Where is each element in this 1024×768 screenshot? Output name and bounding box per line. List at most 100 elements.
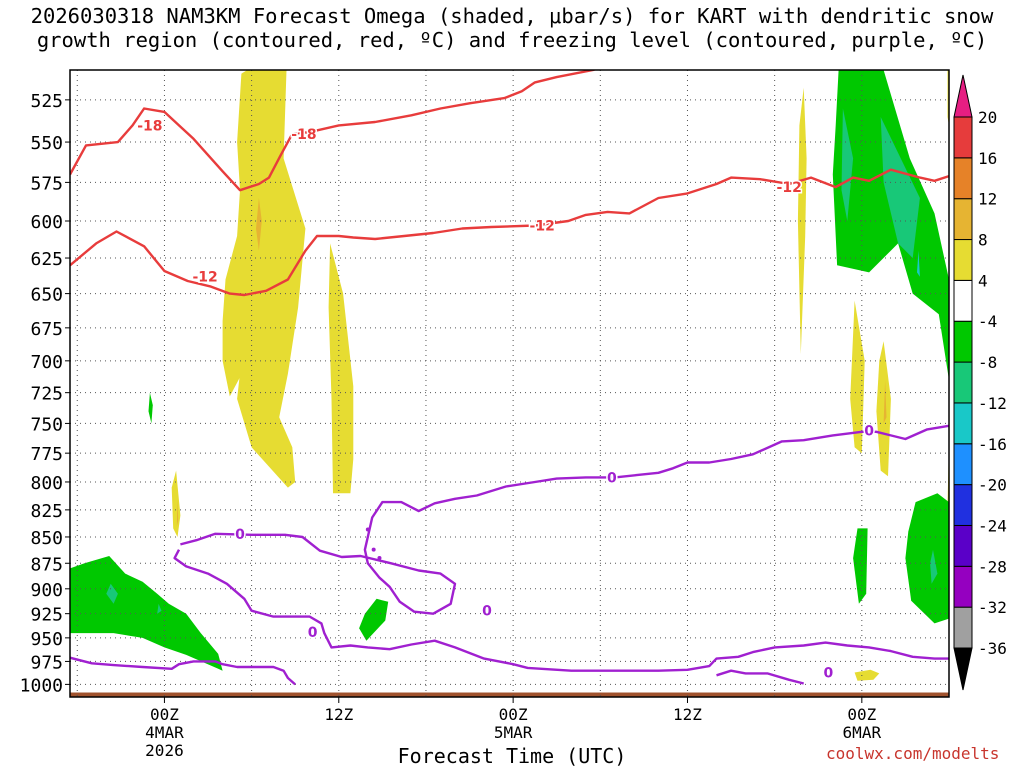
y-tick-label-600: 600 — [30, 212, 63, 233]
x-tick-label-2-0: 00Z — [499, 705, 528, 724]
colorbar-label-2: -28 — [978, 557, 1007, 576]
omega-region-19 — [841, 108, 854, 221]
y-axis: 525 550 575 600 625 650 675 700 725 750 775 800 825 8… — [20, 91, 70, 696]
omega-region-3 — [328, 243, 354, 494]
colorbar: -36 -32 -28 -24 -20 -16 -12 -8 -4 4 8 12 16 20 — [953, 74, 1007, 691]
omega-region-24 — [853, 528, 868, 604]
ground-surface — [70, 692, 949, 697]
omega-region-21 — [917, 250, 920, 277]
colorbar-bin-4 — [953, 443, 973, 486]
contour-label-0-0: -18 — [137, 118, 162, 134]
colorbar-label-12: 16 — [978, 149, 997, 168]
contour-label-2-0: 0 — [235, 527, 245, 543]
plot-frame — [69, 69, 950, 698]
y-tick-label-575: 575 — [30, 173, 63, 194]
omega-region-22 — [905, 493, 949, 624]
colorbar-label-4: -20 — [978, 476, 1007, 495]
contour-label-2-2: 0 — [482, 604, 492, 620]
omega-region-6 — [797, 87, 807, 355]
omega-region-5 — [176, 499, 179, 527]
colorbar-label-9: 4 — [978, 271, 988, 290]
y-tick-label-675: 675 — [30, 319, 63, 340]
y-tick-label-650: 650 — [30, 285, 63, 306]
contour-label-1-0: -12 — [192, 270, 217, 286]
contour-label-2-1: 0 — [308, 625, 318, 641]
colorbar-bin-0 — [953, 606, 973, 649]
colorbar-bin-8 — [953, 279, 973, 322]
y-tick-label-800: 800 — [30, 473, 63, 494]
colorbar-bin-12 — [953, 116, 973, 159]
colorbar-label-0: -36 — [978, 639, 1007, 658]
omega-region-17 — [359, 598, 389, 641]
omega-region-20 — [880, 117, 920, 258]
colorbar-top-triangle — [953, 74, 973, 118]
y-tick-label-625: 625 — [30, 249, 63, 270]
contour-3 — [173, 549, 949, 672]
x-tick-label-4-1: 6MAR — [843, 723, 882, 742]
colorbar-bin-6 — [953, 361, 973, 404]
omega-region-13 — [70, 556, 223, 671]
x-tick-label-0-2: 2026 — [145, 741, 184, 760]
freezing-dot-0 — [365, 527, 370, 532]
omega-shading — [70, 70, 949, 681]
y-tick-label-975: 975 — [30, 652, 63, 673]
x-axis-label: Forecast Time (UTC) — [397, 744, 627, 768]
y-tick-label-525: 525 — [30, 91, 63, 112]
colorbar-label-5: -16 — [978, 435, 1007, 454]
omega-region-7 — [850, 300, 865, 454]
y-tick-label-700: 700 — [30, 352, 63, 373]
y-tick-label-725: 725 — [30, 384, 63, 405]
y-tick-label-875: 875 — [30, 554, 63, 575]
omega-region-8 — [876, 341, 891, 477]
colorbar-label-10: 8 — [978, 231, 988, 250]
colorbar-bin-7 — [953, 320, 973, 363]
omega-region-16 — [148, 392, 153, 424]
colorbar-bin-2 — [953, 524, 973, 567]
contour-5 — [716, 669, 804, 685]
omega-region-10 — [854, 669, 880, 681]
title-line-1: 2026030318 NAM3KM Forecast Omega (shaded… — [30, 4, 994, 28]
y-tick-label-900: 900 — [30, 580, 63, 601]
colorbar-bin-11 — [953, 157, 973, 200]
contour-2 — [180, 424, 949, 615]
colorbar-label-7: -8 — [978, 353, 997, 372]
colorbar-bin-10 — [953, 198, 973, 241]
plot-background — [70, 70, 949, 697]
contour-label-0-1: -18 — [291, 127, 316, 143]
colorbar-bottom-triangle — [953, 647, 973, 691]
y-tick-label-550: 550 — [30, 133, 63, 154]
y-tick-label-1000: 1000 — [20, 675, 63, 696]
colorbar-label-8: -4 — [978, 312, 997, 331]
contour-1 — [70, 168, 949, 297]
colorbar-bin-5 — [953, 402, 973, 445]
omega-region-4 — [171, 470, 181, 537]
contour-label-1-2: -12 — [777, 180, 802, 196]
x-tick-label-3-0: 12Z — [673, 705, 702, 724]
x-tick-label-4-0: 00Z — [847, 705, 876, 724]
colorbar-label-1: -32 — [978, 598, 1007, 617]
colorbar-bin-3 — [953, 484, 973, 526]
contour-0 — [70, 70, 597, 192]
omega-region-2 — [256, 198, 262, 251]
x-tick-label-1-0: 12Z — [324, 705, 353, 724]
x-tick-label-2-1: 5MAR — [494, 723, 533, 742]
colorbar-label-11: 12 — [978, 190, 997, 209]
x-tick-label-0-0: 00Z — [150, 705, 179, 724]
y-tick-label-825: 825 — [30, 501, 63, 522]
omega-region-23 — [930, 549, 938, 584]
contour-label-1-1: -12 — [530, 219, 555, 235]
freezing-dot-1 — [371, 547, 376, 552]
colorbar-label-13: 20 — [978, 108, 997, 127]
y-tick-label-850: 850 — [30, 528, 63, 549]
ground-band — [70, 692, 949, 697]
contour-4 — [70, 656, 296, 686]
contour-labels: -18 -18 -12 -12 -12 0 0 0 0 0 0 — [136, 117, 876, 683]
site-credit: coolwx.com/modelts — [826, 744, 1000, 763]
title-line-2: growth region (contoured, red, ºC) and f… — [36, 28, 988, 52]
omega-region-15 — [157, 603, 162, 614]
chart-title: 2026030318 NAM3KM Forecast Omega (shaded… — [0, 4, 1024, 52]
freezing-dot-2 — [377, 556, 382, 561]
contour-label-2-5: 0 — [607, 470, 617, 486]
